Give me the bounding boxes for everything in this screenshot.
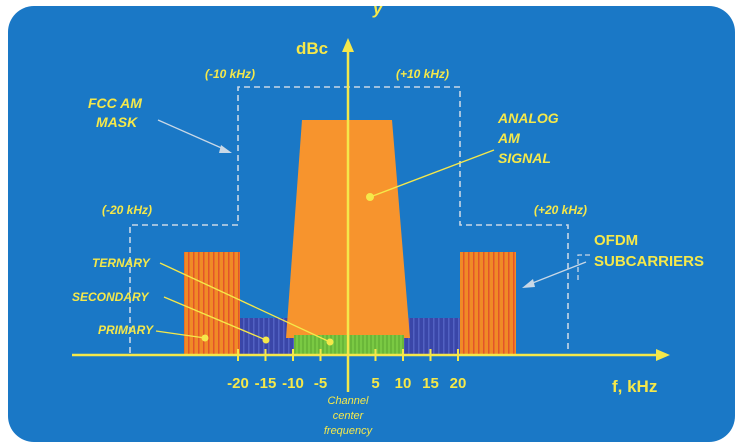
ofdm-label-1: OFDM <box>594 232 638 249</box>
plus20-label: (+20 kHz) <box>534 203 587 217</box>
primary-label: PRIMARY <box>98 323 154 337</box>
x-tick-label: -10 <box>282 375 304 392</box>
analog-label-2: AM <box>497 130 520 146</box>
minus10-label: (-10 kHz) <box>205 67 255 81</box>
analog-label-3: SIGNAL <box>498 150 551 166</box>
y-axis <box>342 38 354 392</box>
x-tick-label: 15 <box>422 375 439 392</box>
fcc-mask-label-1: FCC AM <box>88 95 142 111</box>
center-note-3: frequency <box>324 425 374 437</box>
ofdm-label-2: SUBCARRIERS <box>594 253 704 270</box>
center-note-2: center <box>333 410 365 422</box>
x-tick-label: 5 <box>371 375 379 392</box>
secondary-label: SECONDARY <box>72 290 149 304</box>
x-tick-label: -20 <box>227 375 249 392</box>
fcc-mask-arrow <box>157 119 232 153</box>
minus20-label: (-20 kHz) <box>102 203 152 217</box>
x-tick-label: -15 <box>255 375 277 392</box>
ternary-label: TERNARY <box>92 256 151 270</box>
plus10-label: (+10 kHz) <box>396 67 449 81</box>
secondary-band-right <box>404 318 460 355</box>
y-axis-title: dBc <box>296 39 328 58</box>
x-axis: -20 -15 -10 -5 5 10 15 20 <box>72 349 670 392</box>
x-tick-label: -5 <box>314 375 327 392</box>
analog-pointer <box>366 149 495 201</box>
top-fragment: y <box>372 0 384 18</box>
secondary-pointer <box>163 296 270 344</box>
analog-label-1: ANALOG <box>497 110 559 126</box>
ofdm-left-band <box>184 252 240 355</box>
x-axis-title: f, kHz <box>612 377 657 396</box>
ofdm-right-band <box>460 252 516 355</box>
ternary-pointer <box>159 262 334 346</box>
x-tick-label: 20 <box>450 375 467 392</box>
ofdm-arrow <box>522 261 587 288</box>
fcc-mask-label-2: MASK <box>96 114 138 130</box>
ofdm-bracket <box>577 254 590 283</box>
x-tick-label: 10 <box>395 375 412 392</box>
center-note-1: Channel <box>328 395 370 407</box>
primary-pointer <box>155 330 209 342</box>
secondary-band-left <box>240 318 294 355</box>
